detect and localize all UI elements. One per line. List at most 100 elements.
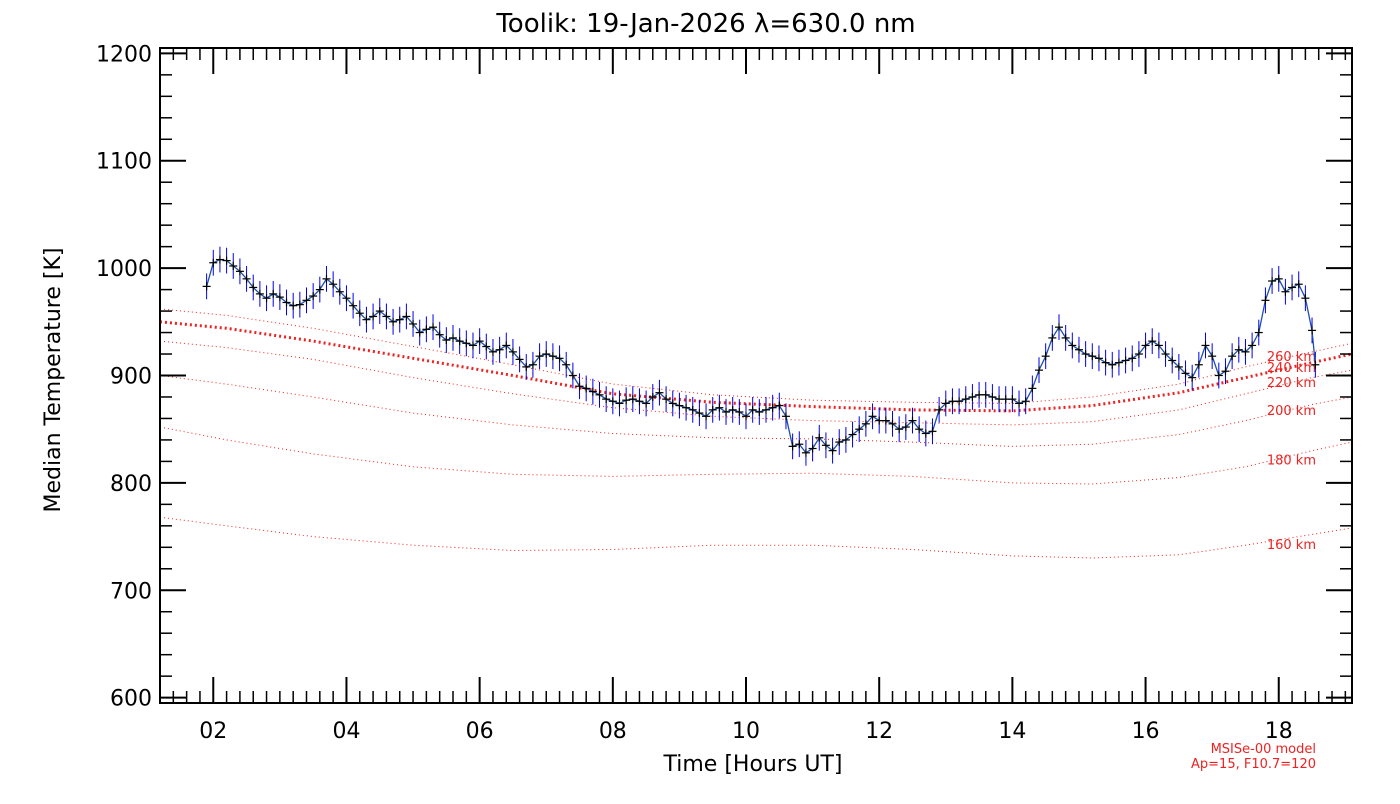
data-point	[635, 397, 644, 406]
data-point	[775, 401, 784, 410]
data-point	[382, 312, 391, 321]
data-point	[921, 429, 930, 438]
data-point	[722, 408, 731, 417]
data-point	[801, 448, 810, 457]
data-point	[495, 345, 504, 354]
model-label-240-km: 240 km	[1267, 361, 1316, 376]
data-point	[608, 397, 617, 406]
x-tick-label: 10	[732, 719, 760, 744]
plot-frame	[159, 47, 1353, 704]
y-axis-title: Median Temperature [K]	[41, 248, 66, 513]
data-point	[375, 307, 384, 316]
data-point	[1294, 280, 1303, 289]
data-point	[735, 408, 744, 417]
model-label-200-km: 200 km	[1267, 404, 1316, 419]
data-point	[1088, 352, 1097, 361]
data-point	[1094, 354, 1103, 363]
data-point	[449, 333, 458, 342]
data-line	[205, 258, 1317, 454]
data-point	[1174, 362, 1183, 371]
y-tick-label: 800	[110, 472, 152, 497]
data-point	[1068, 341, 1077, 350]
data-point	[222, 256, 231, 265]
data-point	[961, 395, 970, 404]
data-point	[768, 403, 777, 412]
model-label-180-km: 180 km	[1267, 453, 1316, 468]
data-point	[595, 390, 604, 399]
data-point	[542, 350, 551, 359]
data-point	[848, 430, 857, 439]
data-point	[715, 403, 724, 412]
data-point	[655, 388, 664, 397]
data-point	[1288, 283, 1297, 292]
data-point	[1008, 395, 1017, 404]
data-point	[302, 296, 311, 305]
data-point	[761, 405, 770, 414]
data-point	[855, 425, 864, 434]
data-point	[362, 315, 371, 324]
data-point	[955, 397, 964, 406]
chart-title: Toolik: 19-Jan-2026 λ=630.0 nm	[495, 9, 915, 39]
x-axis-title: Time [Hours UT]	[663, 752, 843, 777]
y-tick-label: 1100	[96, 150, 152, 175]
data-point	[535, 352, 544, 361]
data-point	[1248, 341, 1257, 350]
y-tick-label: 1000	[96, 257, 152, 282]
data-point	[415, 328, 424, 337]
data-point	[708, 405, 717, 414]
model-curve-240-km	[159, 320, 1353, 413]
data-point	[335, 287, 344, 296]
y-tick-label: 600	[110, 687, 152, 712]
x-tick-label: 18	[1265, 719, 1293, 744]
data-point	[515, 355, 524, 364]
data-point	[435, 330, 444, 339]
data-point	[981, 390, 990, 399]
data-point	[1108, 360, 1117, 369]
data-point	[901, 423, 910, 432]
data-point	[349, 301, 358, 310]
data-point	[668, 399, 677, 408]
data-point	[1074, 345, 1083, 354]
data-point	[1168, 356, 1177, 365]
data-point	[935, 405, 944, 414]
data-point	[835, 438, 844, 447]
data-point	[828, 446, 837, 455]
data-point	[841, 435, 850, 444]
data-point	[662, 395, 671, 404]
data-point	[868, 412, 877, 421]
data-point	[342, 294, 351, 303]
data-point	[315, 285, 324, 294]
data-point	[1021, 397, 1030, 406]
data-point	[908, 416, 917, 425]
data-point	[1194, 360, 1203, 369]
x-tick-label: 16	[1132, 719, 1160, 744]
data-point	[1228, 352, 1237, 361]
data-point	[1081, 350, 1090, 359]
data-point	[728, 405, 737, 414]
data-point	[502, 341, 511, 350]
data-point	[915, 425, 924, 434]
data-point	[695, 409, 704, 418]
data-point	[1221, 367, 1230, 376]
data-point	[309, 292, 318, 301]
axes-layer: 600 700 800 900 1000 1100 1200 02 04 06 08 10 12 14 16…	[96, 42, 1352, 744]
data-point	[628, 395, 637, 404]
data-point	[602, 395, 611, 404]
data-point	[322, 274, 331, 283]
data-point	[1028, 384, 1037, 393]
data-point	[702, 412, 711, 421]
data-point	[1281, 287, 1290, 296]
data-point	[1114, 358, 1123, 367]
data-point	[262, 294, 271, 303]
data-point	[795, 440, 804, 449]
data-point	[968, 392, 977, 401]
data-point	[941, 399, 950, 408]
x-tick-label: 12	[865, 719, 893, 744]
data-point	[1061, 333, 1070, 342]
data-point	[295, 300, 304, 309]
data-point	[755, 408, 764, 417]
data-point	[1041, 352, 1050, 361]
data-point	[395, 315, 404, 324]
y-tick-label: 1200	[96, 42, 152, 67]
